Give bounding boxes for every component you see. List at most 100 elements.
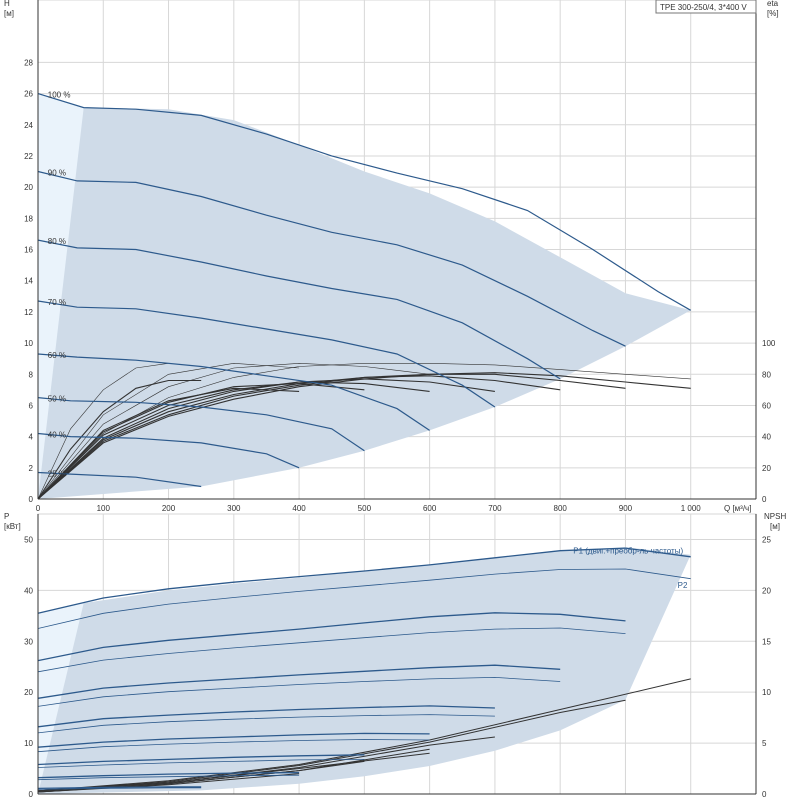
power-series-labels: P1 (двиг.+преобр-ль частоты) P2 [573, 547, 688, 590]
efficiency-curve [37, 363, 691, 500]
head-tick-label: 0 [29, 495, 34, 504]
head-tick-label: 18 [24, 214, 33, 223]
speed-label: 80 % [48, 237, 66, 246]
p2-curve [37, 568, 691, 629]
efficiency-curve [37, 379, 202, 500]
efficiency-curves [37, 362, 691, 500]
npsh-tick-label: 15 [762, 637, 771, 646]
p1-curve [37, 664, 561, 699]
power-envelope-area [38, 547, 691, 794]
p1-curve [37, 786, 202, 790]
head-tick-label: 26 [24, 90, 33, 99]
series-label: P1 (двиг.+преобр-ль частоты) [573, 547, 683, 556]
p1-curve [37, 771, 300, 779]
power-tick-label: 40 [24, 586, 33, 595]
speed-curve [37, 239, 561, 380]
model-label: TPE 300-250/4, 3*400 V [660, 3, 747, 12]
head-tick-label: 6 [29, 401, 34, 410]
power-tick-label: 50 [24, 535, 33, 544]
efficiency-curve [37, 372, 691, 500]
npsh-tick-label: 5 [762, 739, 767, 748]
speed-label: 100 % [48, 91, 71, 100]
head-tick-label: 10 [24, 339, 33, 348]
power-panel: 0 10 20 30 40 50 0 5 10 15 20 25 P [кВт] NPSH [м] P… [4, 512, 786, 799]
power-axes: 0 10 20 30 40 50 0 5 10 15 20 25 [24, 514, 771, 799]
flow-tick-label: 0 [36, 504, 41, 513]
efficiency-curve [37, 378, 495, 500]
head-tick-label: 8 [29, 370, 34, 379]
npsh-tick-label: 0 [762, 790, 767, 799]
p1-curve [37, 612, 626, 662]
head-tick-label: 4 [29, 433, 34, 442]
flow-axis-label: Q [м³/ч] [724, 504, 751, 513]
power-envelope-light-area [38, 603, 84, 794]
npsh-curve [37, 678, 691, 792]
head-tick-label: 24 [24, 121, 33, 130]
p2-curve [37, 739, 430, 753]
power-axis-unit: [кВт] [4, 522, 21, 531]
eta-tick-label: 80 [762, 370, 771, 379]
npsh-curve [37, 699, 626, 792]
p2-curve [37, 714, 495, 734]
speed-curve [37, 300, 496, 408]
speed-curve [37, 471, 202, 488]
model-label-box: TPE 300-250/4, 3*400 V [655, 0, 757, 14]
speed-label: 60 % [48, 351, 66, 360]
head-tick-label: 16 [24, 246, 33, 255]
head-tick-label: 12 [24, 308, 33, 317]
flow-tick-label: 600 [423, 504, 437, 513]
speed-curve [37, 432, 300, 469]
head-tick-label: 2 [29, 464, 34, 473]
power-tick-label: 20 [24, 688, 33, 697]
eta-axis-unit: [%] [767, 9, 779, 18]
speed-curve [37, 93, 691, 311]
power-tick-label: 30 [24, 637, 33, 646]
efficiency-curve [37, 387, 300, 500]
p2-curve [37, 774, 300, 781]
speed-label: 70 % [48, 298, 66, 307]
flow-tick-label: 1 000 [681, 504, 702, 513]
npsh-axis-unit: [м] [770, 522, 780, 531]
head-tick-label: 22 [24, 152, 33, 161]
flow-tick-label: 200 [162, 504, 176, 513]
npsh-tick-label: 25 [762, 535, 771, 544]
eta-tick-label: 40 [762, 433, 771, 442]
flow-tick-label: 800 [554, 504, 568, 513]
eta-tick-label: 0 [762, 495, 767, 504]
efficiency-curve [37, 363, 169, 500]
eta-tick-label: 60 [762, 401, 771, 410]
speed-label: 90 % [48, 169, 66, 178]
flow-tick-label: 100 [97, 504, 111, 513]
efficiency-curve [37, 362, 430, 500]
speed-curve [37, 170, 626, 347]
p1-curves [37, 547, 691, 790]
series-label: P2 [678, 581, 688, 590]
efficiency-curve [37, 383, 365, 500]
speed-curve [37, 353, 430, 431]
eta-axis-title: eta [767, 0, 779, 8]
npsh-tick-label: 10 [762, 688, 771, 697]
speed-curves: 100 % 90 % 80 % 70 % 60 % 50 % 40 % 25 % [37, 91, 691, 488]
p2-curve [37, 787, 202, 790]
npsh-axis-title: NPSH [764, 512, 786, 521]
head-axis-unit: [м] [4, 9, 14, 18]
head-axis-title: H [4, 0, 10, 8]
flow-tick-label: 400 [292, 504, 306, 513]
speed-label: 40 % [48, 431, 66, 440]
p1-curve [37, 732, 430, 748]
efficiency-curve [37, 373, 626, 500]
speed-label: 50 % [48, 395, 66, 404]
qh-envelope-light-area [38, 93, 84, 499]
npsh-tick-label: 20 [762, 586, 771, 595]
p1-curve [37, 705, 495, 728]
efficiency-curve [37, 381, 430, 500]
flow-tick-label: 300 [227, 504, 241, 513]
power-tick-label: 0 [29, 790, 34, 799]
eta-tick-label: 20 [762, 464, 771, 473]
power-axis-title: P [4, 512, 9, 521]
flow-tick-label: 900 [619, 504, 633, 513]
efficiency-curve [37, 362, 300, 500]
eta-tick-label: 100 [762, 339, 776, 348]
